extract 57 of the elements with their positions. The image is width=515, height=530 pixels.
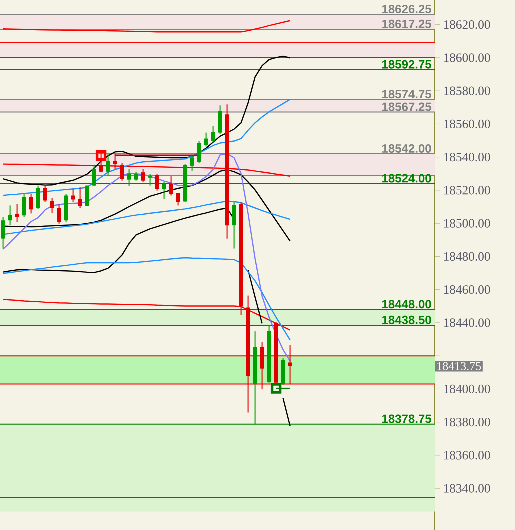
candlestick (155, 174, 160, 192)
y-tick-label: 18560.00 (444, 120, 490, 129)
candlestick (169, 176, 174, 196)
ref-line-label: 18592.75 (382, 60, 432, 69)
y-tick-label: 18580.00 (444, 86, 490, 96)
candlestick (15, 204, 20, 223)
candlestick (57, 204, 62, 224)
candlestick (141, 168, 146, 184)
candlestick (232, 202, 236, 250)
y-tick-label: 18440.00 (444, 318, 490, 328)
ref-line-label: 18438.50 (382, 316, 432, 324)
y-tick-label: 18620.00 (444, 20, 490, 30)
ref-line-label: 18617.25 (382, 20, 432, 28)
candlestick (1, 216, 6, 250)
ref-line-label: 18574.75 (382, 90, 432, 99)
candlestick (162, 182, 166, 200)
candlestick (204, 132, 208, 148)
ref-line-label: 18567.25 (382, 102, 432, 112)
candlestick (218, 105, 222, 135)
candlestick (78, 186, 82, 209)
text: 18413.75 (438, 362, 482, 370)
candlestick (29, 194, 34, 214)
candlestick (288, 344, 292, 386)
candlestick (127, 168, 132, 187)
candlestick (50, 198, 54, 214)
ref-line-label: 18448.00 (382, 300, 432, 309)
candlestick (190, 156, 194, 172)
ref-line-label: 18378.75 (382, 414, 432, 424)
y-tick-label: 18540.00 (444, 153, 490, 162)
candlestick (22, 194, 26, 218)
candlestick (92, 165, 96, 187)
y-tick-label: 18460.00 (444, 286, 490, 294)
ref-line-label: 18524.00 (382, 174, 432, 183)
candlestick (71, 188, 76, 203)
y-tick-label: 18500.00 (444, 219, 490, 228)
y-tick-label: 18360.00 (444, 451, 490, 460)
candlestick (36, 185, 40, 210)
y-tick-label: 18520.00 (444, 186, 490, 195)
candlestick (176, 192, 180, 206)
candlestick (197, 140, 202, 164)
y-tick-label: 18380.00 (444, 418, 490, 427)
candlestick (106, 154, 110, 176)
candlestick (99, 150, 104, 174)
y-tick-label: 18600.00 (444, 54, 490, 62)
candlestick (8, 205, 12, 226)
y-tick-label: 18480.00 (444, 252, 490, 262)
candlestick (43, 185, 48, 203)
ref-line-label: 18542.00 (382, 144, 432, 153)
y-tick-label: 18400.00 (444, 384, 490, 394)
candlestick (211, 126, 216, 144)
candlestick (85, 185, 90, 207)
candlestick (120, 162, 124, 182)
candlestick (113, 154, 118, 170)
y-tick-label: 18340.00 (444, 484, 490, 493)
candlestick (148, 174, 152, 186)
candlestick (260, 342, 264, 390)
ref-line-label: 18626.25 (382, 4, 432, 14)
